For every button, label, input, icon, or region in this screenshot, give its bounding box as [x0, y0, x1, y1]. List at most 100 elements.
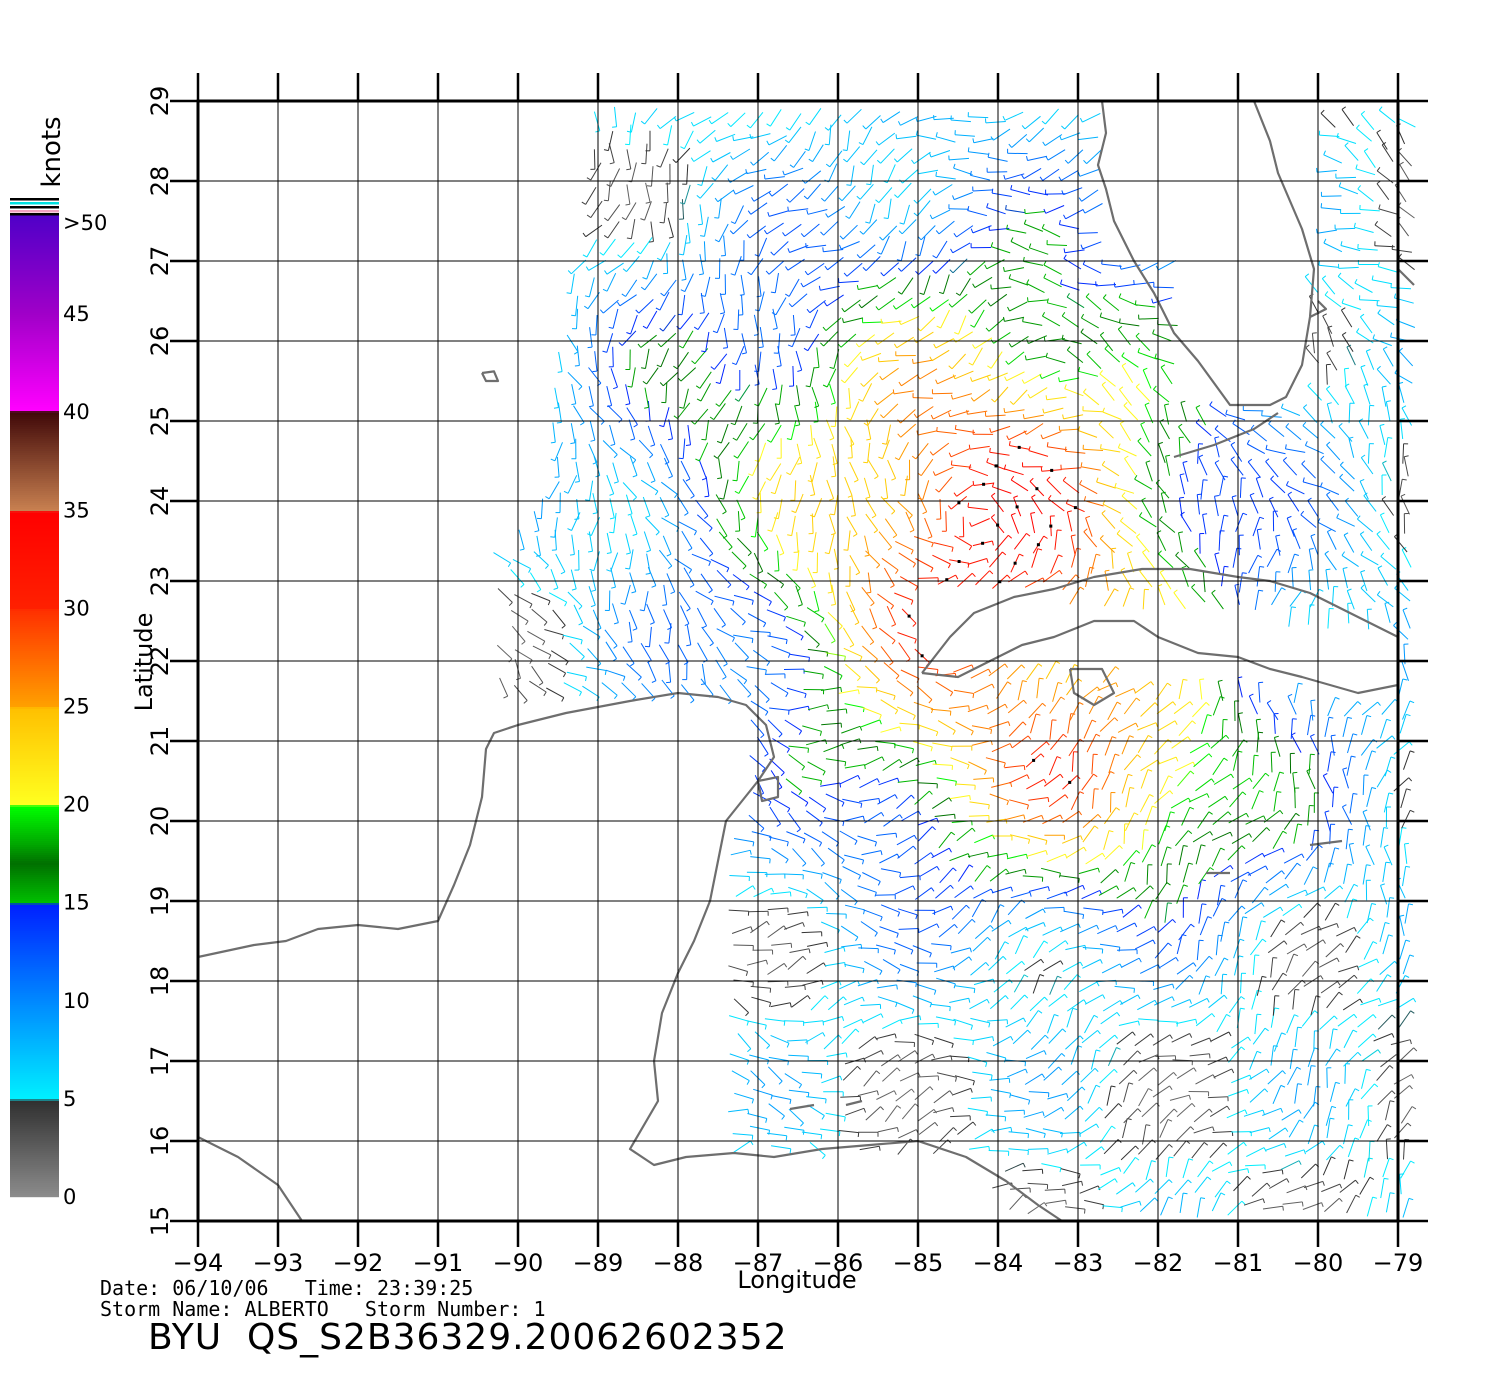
wind-barb — [679, 253, 684, 256]
wind-vector — [1366, 1196, 1374, 1217]
wind-barb — [1173, 1108, 1178, 1113]
wind-vector — [1245, 1164, 1266, 1167]
wind-vector — [1174, 761, 1194, 772]
wind-vector — [842, 627, 855, 646]
wind-barb — [1354, 278, 1358, 284]
wind-vector — [1376, 974, 1388, 992]
wind-barb — [894, 1033, 897, 1039]
wind-barb — [990, 136, 994, 141]
wind-vector — [1211, 1161, 1230, 1172]
wind-barb — [1010, 475, 1015, 481]
wind-vector — [1102, 411, 1122, 420]
wind-vector — [1301, 463, 1316, 479]
wind-barb — [831, 640, 836, 644]
wind-barb — [637, 676, 642, 681]
wind-barb — [839, 675, 843, 680]
wind-barb — [915, 116, 918, 122]
wind-barb — [853, 479, 859, 483]
wind-barb — [1078, 197, 1083, 202]
wind-barb — [1263, 1147, 1267, 1152]
wind-barb — [1323, 773, 1328, 777]
wind-vector — [1059, 1131, 1081, 1134]
wind-barb — [1043, 273, 1047, 279]
wind-barb — [935, 488, 940, 493]
wind-barb — [1060, 696, 1065, 700]
wind-vector — [747, 613, 766, 624]
wind-barb — [1347, 716, 1353, 719]
wind-barb — [785, 1135, 788, 1141]
wind-vector — [1256, 529, 1261, 550]
wind-barb — [1245, 813, 1249, 818]
wind-barb — [659, 382, 664, 387]
wind-barb — [1287, 693, 1293, 697]
wind-barb — [965, 904, 970, 909]
wind-barb — [1026, 279, 1030, 284]
wind-barb — [547, 600, 551, 606]
wind-vector — [1079, 483, 1098, 495]
wind-barb — [622, 268, 627, 272]
wind-barb — [1389, 1065, 1394, 1069]
wind-barb — [1023, 430, 1027, 435]
wind-barb — [674, 493, 678, 499]
wind-barb — [1137, 1108, 1142, 1113]
wind-vector — [1357, 188, 1374, 202]
wind-vector — [934, 813, 955, 817]
wind-vector — [936, 430, 957, 435]
wind-barb — [1064, 446, 1067, 452]
wind-barb — [766, 439, 772, 443]
wind-barb — [1246, 1175, 1251, 1180]
wind-vector — [1360, 113, 1375, 131]
wind-barb — [1410, 1010, 1415, 1014]
wind-barb — [804, 148, 810, 151]
wind-vector — [1174, 1179, 1189, 1196]
wind-barb — [1241, 1200, 1246, 1205]
wind-vector — [1192, 831, 1211, 843]
wind-vector — [1354, 282, 1373, 293]
wind-vector — [660, 443, 670, 463]
wind-vector — [1380, 1178, 1385, 1199]
wind-barb — [1410, 1160, 1415, 1164]
wind-barb — [1170, 811, 1175, 814]
wind-barb — [1412, 998, 1417, 1003]
wind-barb — [1078, 878, 1080, 883]
wind-vector — [608, 143, 615, 163]
legend-label: 20 — [63, 793, 90, 817]
wind-vector — [1219, 515, 1225, 535]
wind-vector — [1214, 553, 1221, 574]
wind-barb — [1006, 224, 1008, 230]
wind-barb — [910, 949, 914, 955]
wind-barb — [1316, 228, 1318, 234]
wind-vector — [1286, 943, 1305, 955]
wind-barb — [640, 120, 646, 125]
wind-barb — [894, 194, 899, 198]
wind-barb — [625, 567, 630, 570]
wind-vector — [1123, 1050, 1138, 1066]
wind-barb — [1357, 515, 1361, 520]
rain-flag — [1013, 561, 1017, 565]
wind-barb — [1183, 1192, 1188, 1195]
wind-barb — [536, 555, 541, 557]
wind-barb — [1137, 1050, 1142, 1055]
wind-vector — [864, 665, 880, 681]
wind-barb — [1150, 1178, 1154, 1183]
wind-vector — [1231, 496, 1239, 517]
wind-barb — [1378, 106, 1383, 111]
wind-vector — [1028, 797, 1049, 801]
wind-vector — [733, 594, 754, 601]
wind-barb — [1027, 297, 1029, 302]
wind-vector — [728, 909, 749, 912]
wind-barb — [640, 286, 646, 291]
wind-vector — [1376, 183, 1390, 200]
wind-vector — [1244, 902, 1262, 915]
wind-vector — [1182, 462, 1189, 482]
wind-vector — [1140, 423, 1150, 443]
wind-vector — [914, 790, 930, 805]
wind-vector — [821, 1075, 841, 1084]
wind-barb — [1259, 790, 1264, 793]
wind-vector — [1178, 426, 1191, 444]
wind-barb — [824, 995, 829, 1000]
wind-vector — [1252, 755, 1255, 776]
wind-vector — [860, 719, 880, 728]
wind-barb — [876, 979, 879, 985]
